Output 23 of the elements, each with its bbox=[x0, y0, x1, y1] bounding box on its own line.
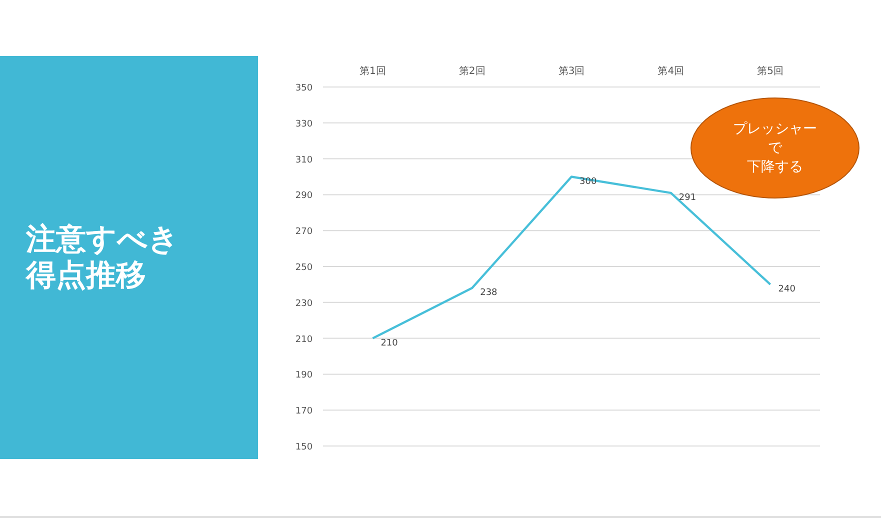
y-tick-label: 190 bbox=[295, 370, 313, 381]
x-tick-label: 第2回 bbox=[458, 65, 486, 77]
text: 注意すべき得点推移 bbox=[25, 222, 179, 293]
line-series bbox=[372, 176, 772, 340]
data-label: 210 bbox=[380, 338, 398, 348]
x-tick-label: 第1回 bbox=[360, 65, 386, 77]
y-tick-label: 230 bbox=[295, 298, 313, 309]
y-tick-label: 330 bbox=[295, 119, 313, 130]
annotation: プレッシャーで下降する bbox=[733, 121, 817, 175]
x-tick-label: 第5回 bbox=[757, 65, 784, 77]
data-label: 238 bbox=[480, 288, 498, 298]
y-tick-label: 310 bbox=[295, 155, 313, 166]
y-tick-label: 350 bbox=[295, 84, 313, 94]
data-label: 240 bbox=[778, 284, 796, 294]
x-tick-label: 第3回 bbox=[558, 65, 585, 77]
y-tick-label: 210 bbox=[295, 334, 313, 345]
y-tick-label: 290 bbox=[295, 191, 313, 202]
y-tick-label: 150 bbox=[295, 442, 313, 452]
y-tick-label: 270 bbox=[295, 227, 313, 238]
x-tick-label: 第4回 bbox=[658, 65, 684, 77]
y-tick-label: 170 bbox=[295, 406, 313, 417]
y-tick-label: 250 bbox=[295, 263, 313, 273]
data-label: 291 bbox=[678, 192, 696, 203]
